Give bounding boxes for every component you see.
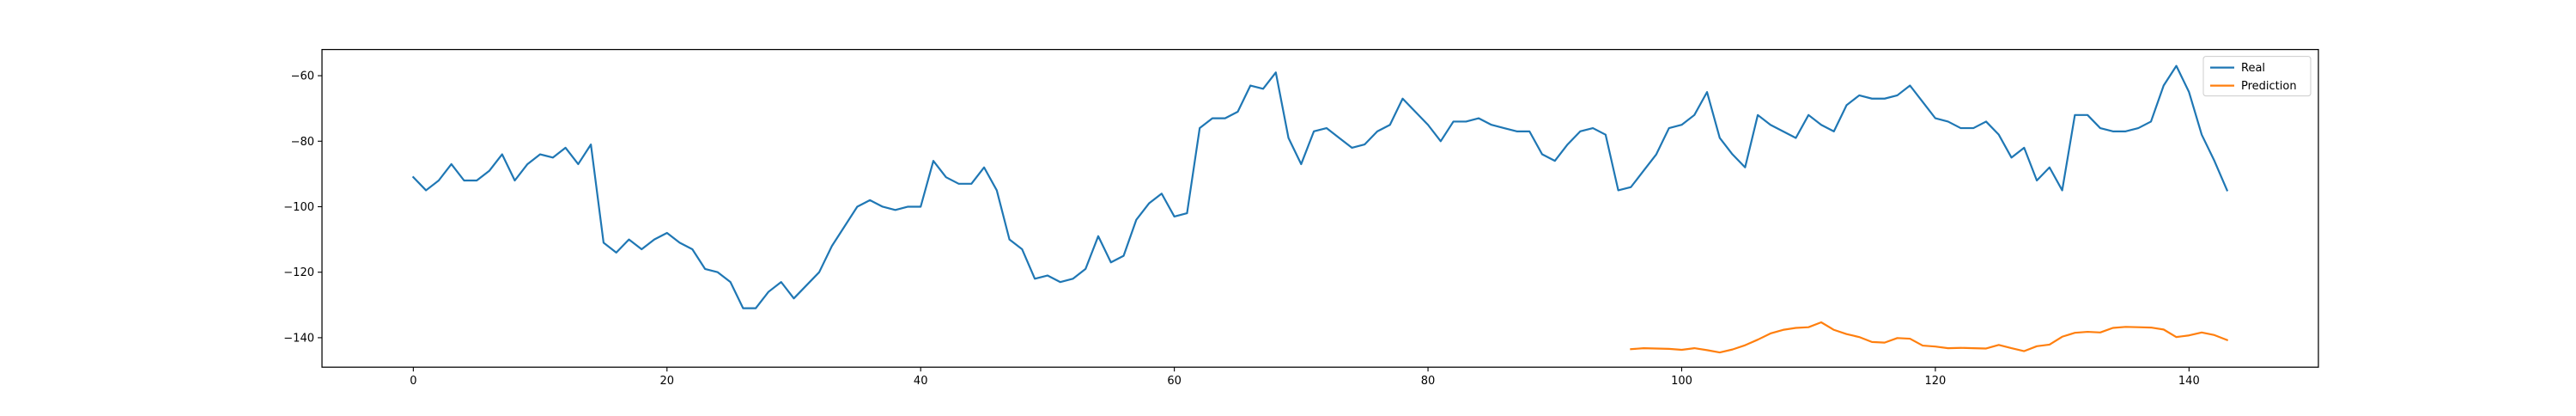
x-tick-label: 0 (410, 375, 416, 388)
x-tick-label: 20 (660, 375, 675, 388)
series-line-real (411, 64, 2229, 309)
y-tick-label: −140 (283, 332, 314, 345)
x-tick-label: 60 (1167, 375, 1182, 388)
x-axis: 0 20 40 60 80 100 120 140 (410, 367, 2200, 388)
x-tick-label: 140 (2178, 375, 2200, 388)
plot-frame (321, 48, 2319, 368)
legend: Real Prediction (2202, 56, 2312, 97)
y-tick-label: −60 (291, 70, 314, 83)
x-tick-label: 40 (914, 375, 928, 388)
y-tick-label: −100 (283, 201, 314, 214)
series-line-prediction (1630, 321, 2229, 354)
legend-label-real: Real (2241, 62, 2265, 75)
x-tick-label: 120 (1924, 375, 1946, 388)
x-tick-label: 100 (1671, 375, 1692, 388)
x-tick-label: 80 (1421, 375, 1436, 388)
y-tick-label: −80 (291, 136, 314, 149)
plot-area (322, 49, 2318, 368)
y-tick-label: −120 (283, 266, 314, 279)
series-layer (411, 64, 2229, 354)
legend-label-prediction: Prediction (2241, 80, 2297, 93)
y-axis: −140 −120 −100 −80 −60 (283, 70, 322, 345)
